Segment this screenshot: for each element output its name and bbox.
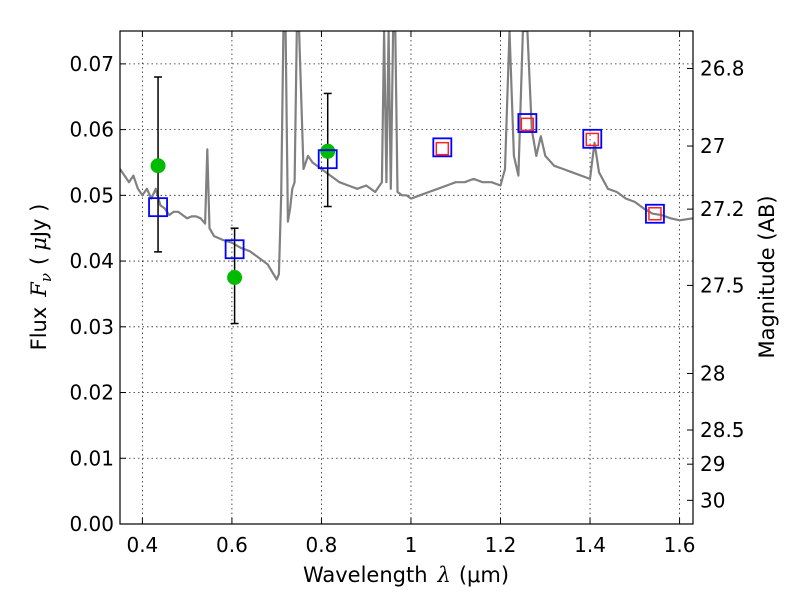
right-tick-label: 26.8 (700, 56, 745, 80)
y-tick-label: 0.03 (69, 315, 114, 339)
y-tick-label: 0.07 (69, 52, 114, 76)
x-tick-label: 1.2 (485, 533, 517, 557)
y-tick-label: 0.00 (69, 512, 114, 536)
observed-point (150, 158, 166, 174)
model-square-blue (317, 149, 338, 170)
model-square-red (435, 141, 450, 156)
spectrum-line (120, 31, 693, 281)
ticks: 0.4 0.6 0.8 1 1.2 1.4 1.6 0.00 0.01 0.02 0.03 0.04 0… (69, 31, 745, 557)
right-tick-label: 28.5 (700, 418, 745, 442)
x-tick-label: 0.8 (306, 533, 338, 557)
plot-frame (119, 30, 694, 525)
model-square-red (520, 117, 535, 132)
y-tick-label: 0.02 (69, 381, 114, 405)
x-tick-label: 1 (405, 533, 418, 557)
y-tick-label: 0.05 (69, 183, 114, 207)
right-tick-label: 27 (700, 134, 725, 158)
right-tick-label: 27.2 (700, 197, 745, 221)
right-axis-label: Magnitude (AB) (755, 195, 779, 358)
right-tick-label: 28 (700, 361, 725, 385)
grid (120, 31, 693, 524)
right-tick-label: 30 (700, 488, 725, 512)
plot-area (120, 31, 693, 325)
model-square-blue (224, 239, 245, 260)
model-square-red (648, 206, 662, 221)
model-square-blue (517, 113, 538, 133)
model-square-blue (148, 197, 168, 218)
y-tick-label: 0.06 (69, 118, 114, 142)
observed-point (227, 270, 243, 285)
model-square-blue (645, 203, 665, 224)
x-axis-label: Wavelength λ (μm) (303, 563, 509, 587)
observed-point (320, 143, 336, 159)
right-tick-label: 29 (700, 452, 725, 476)
right-tick-label: 27.5 (700, 273, 745, 297)
x-tick-label: 1.4 (574, 533, 606, 557)
x-tick-label: 1.6 (664, 533, 696, 557)
x-tick-label: 0.4 (126, 533, 158, 557)
model-square-blue (432, 137, 453, 158)
y-tick-label: 0.01 (69, 446, 114, 470)
model-square-red (585, 132, 600, 147)
y-tick-label: 0.04 (69, 249, 114, 273)
model-square-blue (582, 128, 603, 149)
x-tick-label: 0.6 (216, 533, 248, 557)
y-axis-label: FluxFν(μJy ) (27, 204, 55, 351)
